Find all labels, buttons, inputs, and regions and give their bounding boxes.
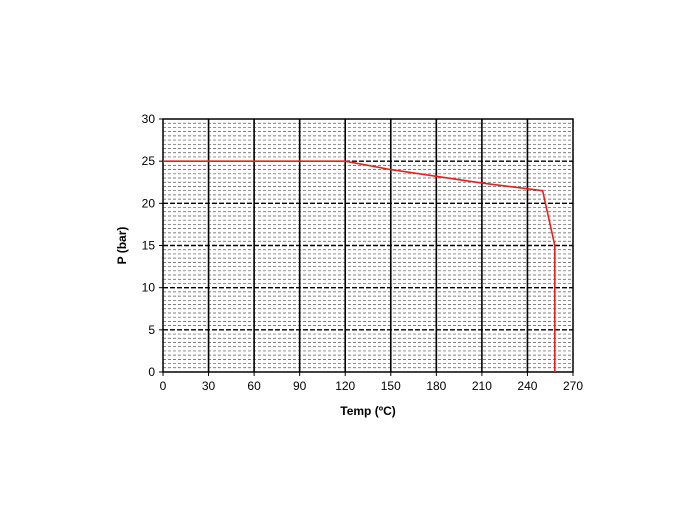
y-tick-label: 20: [142, 196, 156, 210]
x-tick-label: 30: [202, 379, 216, 393]
minor-gridlines: [163, 122, 573, 369]
y-tick-label: 15: [142, 239, 156, 253]
x-tick-label: 150: [381, 379, 401, 393]
x-tick-label: 0: [160, 379, 167, 393]
series-line: [163, 160, 556, 372]
x-tick-label: 90: [293, 379, 307, 393]
x-tick-label: 180: [426, 379, 446, 393]
y-tick-label: 0: [148, 365, 155, 379]
x-axis-title: Temp (ºC): [340, 404, 396, 418]
x-tick-label: 240: [517, 379, 537, 393]
x-tick-label: 60: [247, 379, 261, 393]
y-tick-label: 25: [142, 154, 156, 168]
x-tick-label: 120: [335, 379, 355, 393]
y-axis-ticks: 0 5 10 15 20 25 30: [142, 112, 163, 379]
y-tick-label: 10: [142, 281, 156, 295]
x-tick-label: 210: [472, 379, 492, 393]
series-layer: [163, 160, 556, 372]
x-axis-ticks: 0 30 60 90 120 150 180 210 240 270: [160, 372, 583, 393]
y-tick-label: 5: [148, 323, 155, 337]
x-tick-label: 270: [563, 379, 583, 393]
y-axis-title: P (bar): [115, 227, 129, 265]
y-tick-label: 30: [142, 112, 156, 126]
